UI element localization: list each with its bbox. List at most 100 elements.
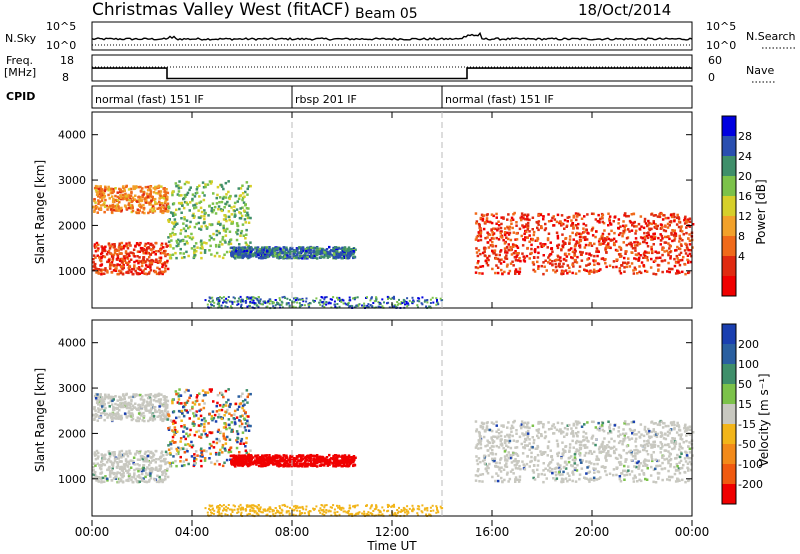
power-cell <box>335 250 339 253</box>
velocity-cell <box>156 415 159 418</box>
velocity-cell <box>194 450 198 453</box>
velocity-cell <box>301 465 304 468</box>
velocity-cell <box>119 453 123 457</box>
power-cell <box>172 222 175 225</box>
power-cell <box>218 201 221 204</box>
power-cell <box>560 222 564 225</box>
power-cell <box>179 229 183 232</box>
velocity-cell <box>200 423 203 426</box>
velocity-cell <box>174 390 178 393</box>
velocity-cell <box>127 396 131 399</box>
velocity-cell <box>179 394 182 397</box>
velocity-cell <box>218 404 222 407</box>
power-cell <box>176 241 179 244</box>
velocity-cell <box>165 469 169 472</box>
velocity-cell <box>131 475 134 479</box>
velocity-cell <box>120 469 124 472</box>
velocity-cell <box>148 404 151 407</box>
power-cell <box>99 268 103 271</box>
velocity-cell <box>296 456 299 459</box>
power-cell <box>238 251 241 254</box>
power-cell <box>406 305 409 308</box>
power-cell <box>338 296 341 299</box>
power-cell <box>197 221 200 225</box>
power-cell <box>286 256 289 260</box>
power-cell <box>177 238 180 242</box>
power-cell <box>679 227 683 230</box>
power-cell <box>286 297 289 300</box>
velocity-cell <box>223 461 226 464</box>
power-cell <box>123 204 127 207</box>
power-cell <box>97 200 101 204</box>
power-cell <box>166 267 170 271</box>
velocity-cell <box>96 419 99 422</box>
power-cell <box>106 271 109 274</box>
power-cell <box>431 296 434 299</box>
power-cell <box>102 249 105 252</box>
power-cell <box>651 251 654 255</box>
power-cell <box>185 224 188 227</box>
velocity-cell <box>186 411 189 414</box>
noise-left-tick-top: 10^5 <box>46 20 76 33</box>
velocity-cell <box>343 454 347 457</box>
velocity-cell <box>199 436 203 439</box>
velocity-cell <box>223 422 226 425</box>
power-cell <box>583 215 586 218</box>
velocity-cell <box>111 467 114 470</box>
power-cell <box>668 220 672 224</box>
velocity-cell <box>143 405 146 409</box>
power-cell <box>99 193 103 196</box>
velocity-cell <box>103 418 106 422</box>
power-cell <box>486 236 489 239</box>
velocity-cell <box>282 465 285 468</box>
velocity-cell <box>116 466 119 469</box>
velocity-cell <box>144 469 147 472</box>
power-cell <box>127 203 130 207</box>
power-cell <box>108 247 112 250</box>
power-cell <box>112 269 116 272</box>
power-cell <box>680 225 683 228</box>
velocity-cell <box>260 459 264 462</box>
power-cell <box>171 193 174 197</box>
power-cell <box>405 302 408 305</box>
power-cell <box>537 223 540 226</box>
power-cell <box>576 241 579 245</box>
power-cell <box>340 247 343 250</box>
velocity-cell <box>230 454 234 457</box>
velocity-cell <box>251 462 255 466</box>
velocity-cell <box>314 464 317 467</box>
power-cell <box>673 257 676 261</box>
power-cell <box>613 231 616 235</box>
power-cell <box>167 236 170 239</box>
power-cell <box>544 259 547 262</box>
power-cell <box>286 254 289 257</box>
velocity-cell <box>140 457 143 460</box>
power-cell <box>513 255 517 259</box>
power-cell <box>200 210 204 214</box>
velocity-cell <box>155 480 159 484</box>
velocity-cell <box>224 449 227 452</box>
power-cell <box>206 303 209 306</box>
power-cell <box>439 297 442 300</box>
velocity-cell <box>188 409 192 412</box>
power-cell <box>619 232 622 235</box>
velocity-cell <box>249 458 253 461</box>
velocity-cell <box>202 406 206 410</box>
power-cell <box>228 240 231 244</box>
power-cell <box>557 258 561 262</box>
velocity-cell <box>266 463 269 467</box>
power-cell <box>644 269 647 273</box>
velocity-cell <box>158 414 161 418</box>
velocity-cell <box>681 478 684 482</box>
power-cell <box>210 180 213 183</box>
power-cell <box>157 190 161 193</box>
power-cell <box>663 241 666 244</box>
power-cell <box>110 210 114 214</box>
power-cell <box>162 197 166 200</box>
power-cell <box>106 260 109 264</box>
power-cell <box>659 223 663 226</box>
power-cell <box>645 270 649 273</box>
power-cell <box>325 301 328 303</box>
velocity-cell <box>237 405 241 409</box>
velocity-cell <box>131 414 134 418</box>
